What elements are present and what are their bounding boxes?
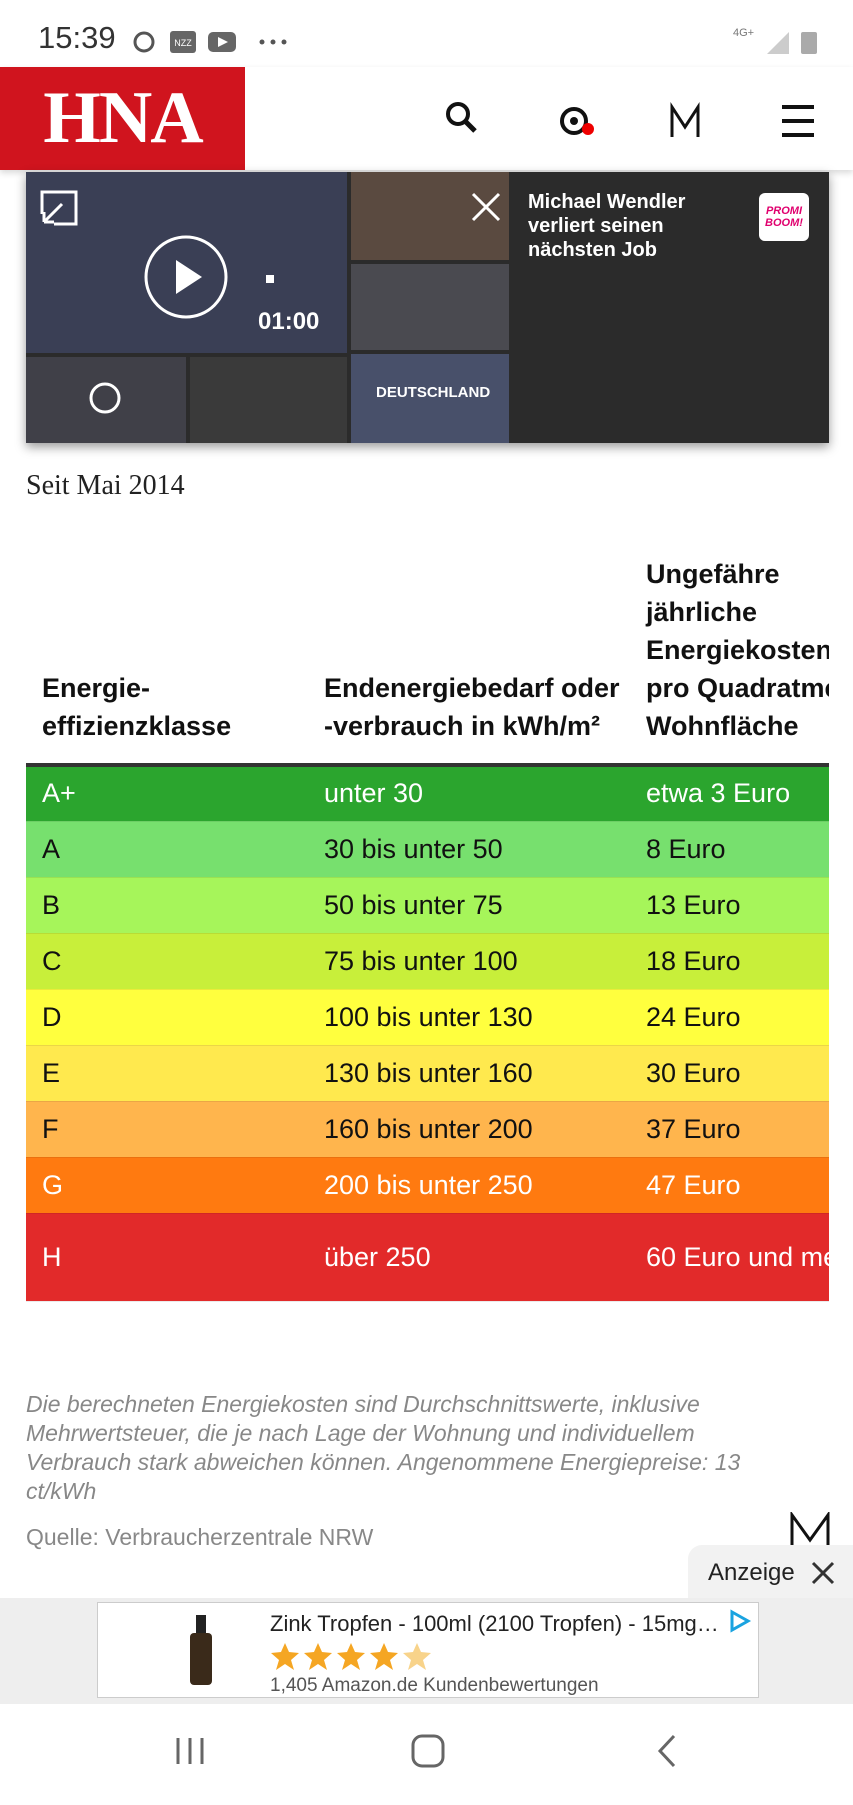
table-cell: 30 Euro bbox=[630, 1045, 829, 1102]
site-header: HNA bbox=[0, 67, 853, 170]
home-button[interactable] bbox=[411, 1734, 445, 1768]
column-header: Endenergiebedarf oder -verbrauch in kWh/… bbox=[308, 555, 630, 767]
thumb bbox=[351, 264, 509, 350]
table-row: A+ unter 30 etwa 3 Euro bbox=[26, 765, 829, 822]
table-cell: A+ bbox=[26, 765, 308, 822]
thumb bbox=[351, 354, 509, 443]
search-icon[interactable] bbox=[446, 102, 477, 133]
table-cell: 50 bis unter 75 bbox=[308, 877, 630, 934]
table-cell: 200 bis unter 250 bbox=[308, 1157, 630, 1214]
ad-label: Anzeige bbox=[708, 1559, 795, 1586]
thumb bbox=[190, 357, 347, 443]
menu-icon[interactable] bbox=[782, 105, 814, 137]
table-cell: 130 bis unter 160 bbox=[308, 1045, 630, 1102]
table-cell: 100 bis unter 130 bbox=[308, 989, 630, 1046]
thumb bbox=[26, 357, 186, 443]
table-cell: 75 bis unter 100 bbox=[308, 933, 630, 990]
table-cell: C bbox=[26, 933, 308, 990]
table-cell: F bbox=[26, 1101, 308, 1158]
table-cell: etwa 3 Euro bbox=[630, 765, 829, 822]
table-cell: B bbox=[26, 877, 308, 934]
column-header: Energie-effizienzklasse bbox=[26, 555, 308, 767]
rating-stars bbox=[271, 1643, 431, 1670]
ad-bar: Zink Tropfen - 100ml (2100 Tropfen) - 15… bbox=[0, 1598, 853, 1704]
table-row: A 30 bis unter 50 8 Euro bbox=[26, 821, 829, 878]
network: 4G+ bbox=[733, 27, 755, 39]
table-cell: G bbox=[26, 1157, 308, 1214]
table-container: Energie-effizienzklasse Endenergiebedarf … bbox=[26, 555, 829, 1345]
ad-close[interactable] bbox=[811, 1561, 835, 1585]
table-cell: 24 Euro bbox=[630, 989, 829, 1046]
m-float[interactable] bbox=[790, 1512, 830, 1546]
header-icons bbox=[446, 101, 814, 137]
video-thumb bbox=[26, 172, 347, 353]
table-cell: 37 Euro bbox=[630, 1101, 829, 1158]
duration: 01:00 bbox=[258, 308, 320, 335]
table-cell: 160 bis unter 200 bbox=[308, 1101, 630, 1158]
table-cell: 47 Euro bbox=[630, 1157, 829, 1214]
recents-button[interactable] bbox=[176, 1738, 204, 1764]
signal-battery bbox=[767, 32, 817, 54]
ad-tab: Anzeige bbox=[688, 1545, 853, 1600]
ad-choices[interactable] bbox=[728, 1609, 752, 1633]
subtitle: Seit Mai 2014 bbox=[26, 470, 185, 501]
nzz-icon: NZZ bbox=[174, 38, 192, 48]
ad-reviews: 1,405 Amazon.de Kundenbewertungen bbox=[270, 1675, 599, 1696]
table-cell: 8 Euro bbox=[630, 821, 829, 878]
status-bar: 15:39 NZZ 4G+ bbox=[0, 0, 853, 67]
thumb-label: DEUTSCHLAND bbox=[376, 384, 491, 401]
video-player[interactable]: DEUTSCHLAND 01:00 Michael Wendler verlie… bbox=[26, 172, 829, 443]
status-icons: NZZ bbox=[133, 31, 287, 53]
table-cell: H bbox=[26, 1213, 308, 1302]
table-row: G 200 bis unter 250 47 Euro bbox=[26, 1157, 829, 1214]
footnote: Die berechneten Energiekosten sind Durch… bbox=[26, 1391, 741, 1504]
nav-bar bbox=[0, 1704, 853, 1800]
table-cell: 18 Euro bbox=[630, 933, 829, 990]
table-cell: E bbox=[26, 1045, 308, 1102]
table-row: D 100 bis unter 130 24 Euro bbox=[26, 989, 829, 1046]
ad-box[interactable]: Zink Tropfen - 100ml (2100 Tropfen) - 15… bbox=[97, 1602, 759, 1698]
table-cell: D bbox=[26, 989, 308, 1046]
table-row: F 160 bis unter 200 37 Euro bbox=[26, 1101, 829, 1158]
table-row: C 75 bis unter 100 18 Euro bbox=[26, 933, 829, 990]
logo[interactable]: HNA bbox=[0, 67, 245, 170]
video-headline[interactable]: Michael Wendler verliert seinen nächsten… bbox=[528, 191, 686, 261]
table-cell: 30 bis unter 50 bbox=[308, 821, 630, 878]
table-row: B 50 bis unter 75 13 Euro bbox=[26, 877, 829, 934]
thumb bbox=[351, 172, 509, 260]
table-cell: 13 Euro bbox=[630, 877, 829, 934]
ad-title: Zink Tropfen - 100ml (2100 Tropfen) - 15… bbox=[270, 1611, 719, 1636]
source: Quelle: Verbraucherzentrale NRW bbox=[26, 1524, 374, 1550]
header-row: Energie-effizienzklasse Endenergiebedarf … bbox=[26, 555, 829, 767]
energy-table: Energie-effizienzklasse Endenergiebedarf … bbox=[26, 555, 829, 1302]
m-icon[interactable] bbox=[670, 101, 700, 137]
back-button[interactable] bbox=[657, 1734, 676, 1768]
column-header: Ungefähre jährliche Energiekosten pro Qu… bbox=[630, 555, 829, 767]
table-cell: über 250 bbox=[308, 1213, 630, 1302]
product-image bbox=[190, 1615, 212, 1685]
clock: 15:39 bbox=[38, 20, 116, 55]
badge: PROMI BOOM! bbox=[759, 193, 809, 241]
video-controls bbox=[40, 190, 501, 414]
table-cell: A bbox=[26, 821, 308, 878]
table-cell: unter 30 bbox=[308, 765, 630, 822]
nav-buttons bbox=[176, 1734, 676, 1768]
table-row: E 130 bis unter 160 30 Euro bbox=[26, 1045, 829, 1102]
table-body: A+ unter 30 etwa 3 Euro A 30 bis unter 50 8 E… bbox=[26, 765, 829, 1302]
table-cell: 60 Euro und mehr bbox=[630, 1213, 829, 1302]
live-icon[interactable] bbox=[560, 107, 594, 135]
